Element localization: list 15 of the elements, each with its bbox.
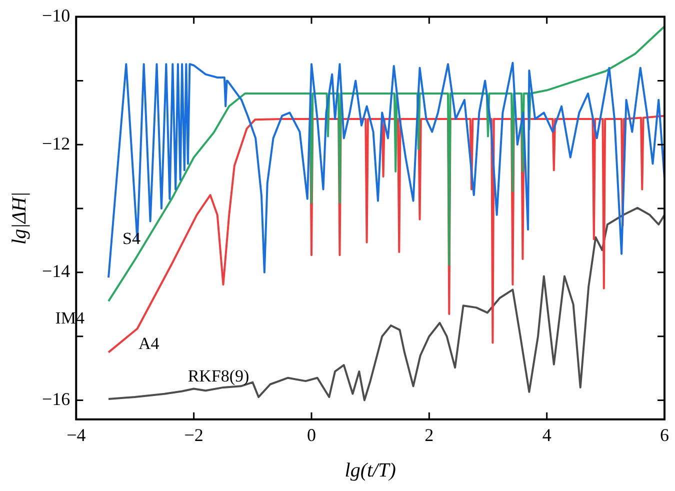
x-tick-label: −2 — [184, 424, 204, 445]
y-tick-label: −10 — [42, 6, 70, 26]
series-label: S4 — [122, 229, 141, 248]
x-tick-label: 2 — [424, 424, 434, 445]
y-axis-title: lg|ΔH| — [8, 192, 30, 244]
x-tick-label: 4 — [542, 424, 552, 445]
series-label: RKF8(9) — [188, 366, 250, 386]
x-axis-title: lg(t/T) — [344, 459, 396, 482]
x-tick-label: 6 — [660, 424, 669, 445]
series-label: A4 — [138, 334, 160, 353]
y-tick-label: −12 — [42, 133, 70, 154]
y-tick-label: −16 — [42, 388, 70, 409]
x-tick-label: 0 — [306, 424, 316, 445]
x-tick-label: −4 — [66, 424, 86, 445]
y-tick-label: −14 — [42, 261, 70, 282]
